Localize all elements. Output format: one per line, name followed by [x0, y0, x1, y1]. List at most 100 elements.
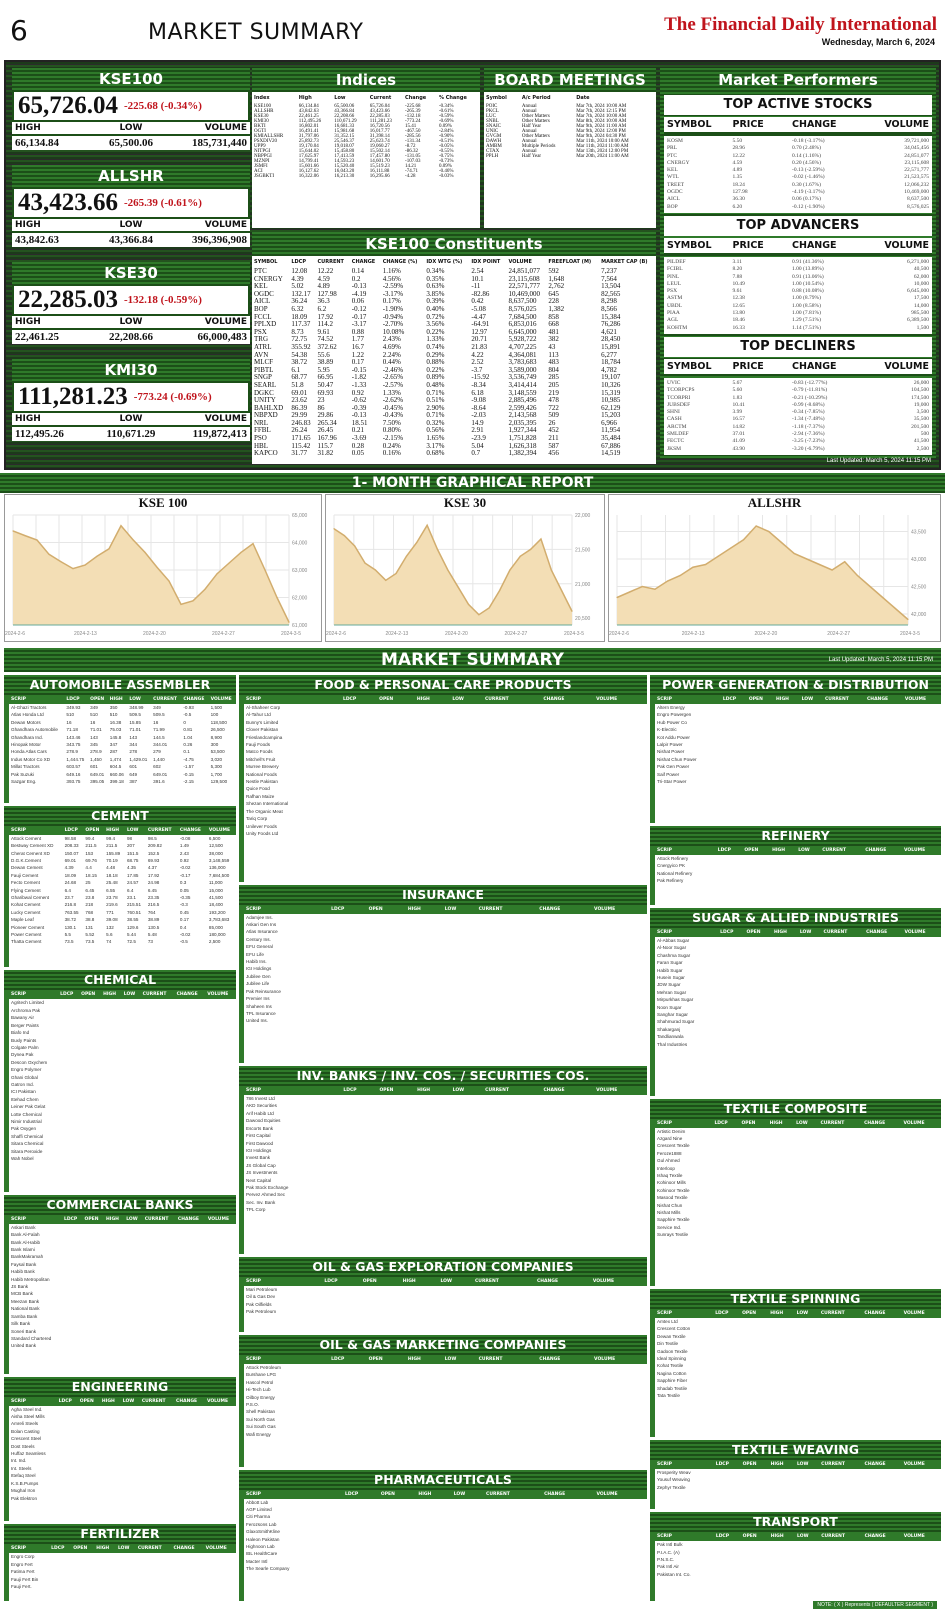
table-cell — [377, 704, 415, 711]
table-cell — [116, 1583, 136, 1590]
table-cell: 15,601.66 — [298, 164, 319, 169]
table-cell — [483, 1169, 541, 1176]
table-cell — [714, 1571, 741, 1578]
table-cell — [450, 823, 483, 830]
performer-row: TCORPCPS 5.60 -0.79 (-11.81%) 104,500 — [667, 387, 929, 394]
table-cell — [343, 1558, 379, 1565]
table-cell: PIBTL — [254, 365, 274, 374]
table-cell: 6.2 — [317, 304, 327, 313]
table-row: Artistic Denim — [655, 1128, 941, 1135]
table-cell: JS Bank — [11, 1284, 29, 1290]
table-row: Zephyr Textile — [655, 1484, 941, 1491]
table-cell: 0.28 — [351, 441, 365, 450]
column-header: CHANGE — [792, 119, 837, 130]
table-cell — [594, 719, 647, 726]
table-cell — [205, 1140, 236, 1147]
table-cell — [174, 1457, 205, 1464]
table-row: The Searle Company — [244, 1565, 647, 1572]
table-row: P.N.S.C. — [655, 1556, 941, 1563]
table-cell: Pak Petroleum — [246, 1309, 277, 1315]
data-point — [488, 607, 490, 609]
sector-commercial-banks: COMMERCIAL BANKS SCRIP LDCP OPEN HIGH LOW CURR… — [4, 1194, 236, 1374]
column-header: CURRENT — [484, 1489, 543, 1499]
table-cell — [176, 1261, 206, 1268]
column-header: CURRENT — [819, 1532, 863, 1542]
table-cell: 129.6 — [126, 924, 139, 930]
table-cell — [361, 1301, 401, 1308]
performer-cell: 10,000 — [913, 280, 929, 287]
table-cell — [537, 1401, 592, 1408]
table-cell — [406, 973, 443, 980]
data-point — [498, 590, 501, 592]
index-label: HIGH — [15, 414, 41, 424]
table-cell — [79, 1096, 101, 1103]
table-cell — [594, 823, 647, 830]
table-cell — [477, 1416, 538, 1423]
table-cell — [800, 726, 823, 733]
column-header: HIGH — [768, 1460, 795, 1470]
table-cell — [477, 958, 538, 965]
table-cell — [537, 936, 592, 943]
table-cell — [863, 870, 902, 877]
table-cell: PTC — [254, 267, 267, 275]
table-row: Service Ind. — [655, 1224, 941, 1231]
table-cell — [78, 1465, 100, 1472]
table-cell: The Searle Company — [246, 1566, 290, 1572]
table-cell — [862, 1216, 901, 1223]
table-cell — [443, 936, 477, 943]
table-cell — [541, 1191, 594, 1198]
table-cell — [594, 1162, 647, 1169]
table-cell — [58, 1059, 79, 1066]
table-cell — [343, 1521, 379, 1528]
table-cell — [740, 1333, 768, 1340]
performer-cell: 23,115,608 — [904, 159, 929, 166]
table-row: SEARL 51.8 50.47 -1.33 -2.57% 0.48% -8.34 3,414… — [252, 380, 656, 390]
table-cell: 219.6 — [106, 902, 118, 908]
table-cell — [143, 1261, 176, 1268]
performer-cell: KEL — [667, 167, 678, 174]
table-cell — [863, 855, 902, 862]
table-cell — [819, 1571, 862, 1578]
table-cell: -3.17 — [351, 320, 367, 329]
sector-table: SCRIP LDCP OPEN HIGH LOW CURRENT CHANGE VOLUME E… — [9, 1544, 236, 1590]
table-cell: 2.24% — [382, 350, 401, 359]
sector-title: OIL & GAS EXPLORATION COMPANIES — [239, 1256, 647, 1277]
table-cell — [438, 1286, 473, 1293]
table-cell — [822, 974, 865, 981]
table-cell: 786 Invest Ltd — [246, 1096, 275, 1102]
table-row: KMI30 112,495.26 110,671.29 111,281.23 -773.… — [252, 119, 480, 124]
table-cell: Gadoon Textile — [657, 1348, 688, 1354]
table-cell: Al-Tahur Ltd — [246, 712, 271, 718]
table-cell: 69.93 — [317, 388, 334, 397]
table-cell: Mar 7th, 2024 12:15 PM — [576, 109, 626, 114]
high-value: 43,842.63 — [15, 234, 59, 246]
table-cell — [141, 1096, 175, 1103]
table-cell — [367, 1431, 406, 1438]
table-cell — [818, 1135, 862, 1142]
table-cell — [712, 1202, 739, 1209]
table-cell — [79, 1111, 101, 1118]
table-cell — [865, 734, 903, 741]
table-cell — [745, 959, 772, 966]
table-cell — [124, 1253, 143, 1260]
table-cell — [541, 1132, 594, 1139]
table-cell: ICI Pakistan — [11, 1089, 36, 1095]
table-cell — [718, 944, 744, 951]
table-cell — [823, 734, 865, 741]
table-cell: -8.64 — [471, 403, 486, 412]
sector-textile-composite: TEXTILE COMPOSITE SCRIP LDCP OPEN HIGH LOW CUR… — [650, 1098, 941, 1287]
table-cell — [823, 726, 865, 733]
table-cell — [175, 1029, 206, 1036]
table-cell: 51.8 — [291, 380, 304, 389]
table-cell: 5.5 — [64, 931, 71, 937]
column-header: CHANGE — [862, 1532, 902, 1542]
performer-row: PSX 9.61 0.88 (10.08%) 6,645,000 — [667, 288, 929, 295]
table-cell: -0.39 — [351, 403, 367, 412]
table-cell — [49, 1553, 71, 1560]
table-cell: Din Textile — [657, 1341, 679, 1347]
table-cell — [865, 778, 903, 785]
table-cell: 180,000 — [208, 931, 226, 937]
table-cell — [124, 1320, 143, 1327]
table-row: Shakarganj — [655, 1026, 941, 1033]
table-cell — [739, 1172, 767, 1179]
